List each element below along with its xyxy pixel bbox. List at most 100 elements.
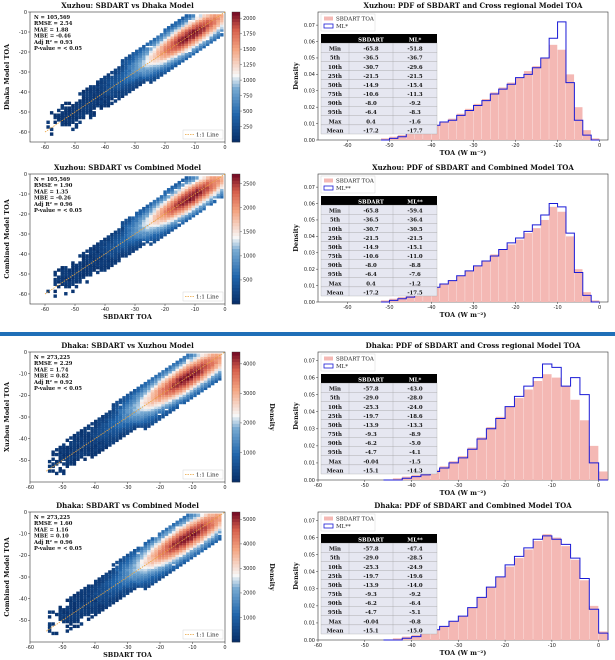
density-cell: [174, 214, 178, 218]
density-cell: [161, 560, 165, 565]
density-cell: [51, 622, 55, 626]
density-cell: [170, 54, 174, 58]
density-cell: [189, 374, 194, 379]
scatter-stat: Adj R² = 0.96: [33, 540, 73, 546]
density-cell: [164, 556, 169, 560]
table-cell: 95th: [328, 450, 342, 456]
density-cell: [142, 75, 146, 80]
pdf-bar: [477, 597, 487, 640]
density-cell: [110, 254, 114, 258]
density-cell: [202, 44, 206, 49]
density-cell: [170, 185, 174, 190]
density-cell: [120, 75, 125, 80]
density-cell: [120, 228, 125, 232]
scatter-stat: P-value = < 0.05: [34, 546, 82, 552]
density-cell: [191, 42, 196, 46]
density-cell: [196, 532, 201, 536]
pdf-bar: [540, 57, 549, 141]
density-cell: [210, 534, 215, 539]
density-cell: [191, 192, 196, 197]
density-cell: [189, 527, 194, 532]
density-cell: [200, 360, 204, 365]
density-cell: [177, 202, 181, 206]
density-cell: [106, 256, 111, 260]
density-cell: [182, 518, 187, 522]
density-cell: [118, 426, 123, 431]
density-cell: [131, 237, 135, 242]
density-cell: [83, 443, 87, 447]
density-cell: [171, 534, 176, 539]
density-cell: [157, 386, 162, 391]
density-cell: [85, 261, 89, 265]
density-cell: [124, 254, 128, 258]
pdf-bar: [473, 103, 482, 140]
density-cell: [150, 546, 155, 551]
density-cell: [101, 586, 105, 591]
density-cell: [171, 560, 176, 565]
density-cell: [78, 275, 82, 279]
density-cell: [74, 280, 79, 284]
density-cell: [175, 372, 179, 376]
density-cell: [129, 426, 133, 431]
density-cell: [120, 80, 125, 84]
density-cell: [166, 230, 171, 234]
density-cell: [143, 386, 148, 391]
density-cell: [171, 551, 176, 555]
density-cell: [196, 513, 201, 517]
density-cell: [168, 410, 172, 414]
pdf-xtick: -50: [385, 143, 393, 149]
pdf-svg: Dhaka: PDF of SBDART and Cross regional …: [292, 341, 609, 497]
pdf-xtick: -10: [548, 483, 556, 489]
density-cell: [182, 515, 187, 520]
density-cell: [156, 197, 160, 201]
density-cell: [200, 372, 204, 376]
density-cell: [213, 195, 217, 199]
density-cell: [113, 249, 118, 253]
density-cell: [209, 23, 213, 28]
density-cell: [127, 68, 132, 72]
density-cell: [86, 610, 91, 614]
density-cell: [214, 355, 218, 360]
density-cell: [135, 247, 139, 251]
density-cell: [74, 284, 79, 289]
density-cell: [198, 178, 203, 182]
density-cell: [186, 527, 190, 532]
density-cell: [210, 379, 215, 383]
density-cell: [216, 178, 220, 182]
density-cell: [179, 358, 183, 362]
density-cell: [85, 249, 89, 253]
density-cell: [186, 546, 190, 551]
density-cell: [117, 247, 121, 251]
density-cell: [108, 410, 112, 414]
density-cell: [101, 575, 105, 579]
density-cell: [156, 209, 160, 213]
density-cell: [88, 249, 93, 253]
density-cell: [177, 204, 181, 208]
density-cell: [166, 199, 171, 204]
density-cell: [189, 370, 194, 374]
density-cell: [143, 417, 148, 421]
density-cell: [182, 384, 187, 388]
pdf-ytick: 0.00: [304, 638, 315, 644]
density-cell: [132, 553, 137, 558]
table-cell: -0.04: [363, 619, 379, 625]
density-cell: [207, 381, 211, 386]
density-cell: [157, 563, 162, 567]
density-cell: [196, 384, 201, 388]
density-cell: [99, 268, 103, 272]
density-cell: [184, 197, 189, 201]
density-cell: [113, 75, 118, 80]
density-cell: [152, 47, 157, 51]
density-cell: [191, 47, 196, 51]
density-cell: [135, 59, 139, 63]
density-cell: [96, 263, 100, 268]
density-cell: [138, 66, 142, 70]
density-cell: [203, 537, 208, 541]
pdf-xlabel: TOA (W m⁻²): [440, 149, 487, 157]
density-cell: [174, 23, 178, 28]
pdf-ylabel: Density: [292, 224, 300, 252]
density-cell: [132, 584, 137, 588]
colorbar-tick: 4000: [243, 542, 256, 548]
density-cell: [210, 374, 215, 379]
